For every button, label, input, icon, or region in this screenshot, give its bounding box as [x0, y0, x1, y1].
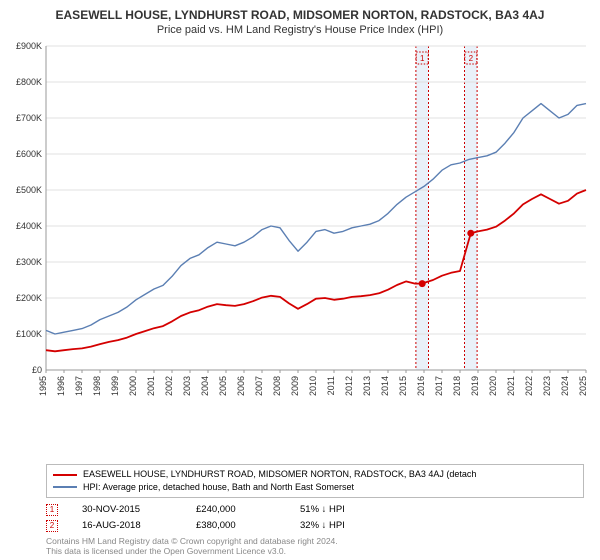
svg-text:1997: 1997 — [74, 376, 84, 396]
svg-text:2020: 2020 — [488, 376, 498, 396]
sale-marker: 1 — [46, 504, 58, 516]
copyright-line1: Contains HM Land Registry data © Crown c… — [46, 536, 584, 546]
svg-text:2010: 2010 — [308, 376, 318, 396]
legend-label: HPI: Average price, detached house, Bath… — [83, 481, 354, 494]
sale-marker: 2 — [46, 520, 58, 532]
svg-text:£100K: £100K — [16, 329, 42, 339]
svg-text:2003: 2003 — [182, 376, 192, 396]
svg-text:2023: 2023 — [542, 376, 552, 396]
chart-title: EASEWELL HOUSE, LYNDHURST ROAD, MIDSOMER… — [6, 8, 594, 22]
sale-row: 2 16-AUG-2018 £380,000 32% ↓ HPI — [46, 518, 584, 534]
svg-text:2015: 2015 — [398, 376, 408, 396]
svg-text:2017: 2017 — [434, 376, 444, 396]
svg-text:1998: 1998 — [92, 376, 102, 396]
svg-text:£200K: £200K — [16, 293, 42, 303]
svg-text:2009: 2009 — [290, 376, 300, 396]
svg-text:2001: 2001 — [146, 376, 156, 396]
svg-text:£700K: £700K — [16, 113, 42, 123]
svg-text:2011: 2011 — [326, 376, 336, 395]
legend-swatch — [53, 486, 77, 488]
svg-text:£600K: £600K — [16, 149, 42, 159]
svg-text:2024: 2024 — [560, 376, 570, 396]
svg-text:2022: 2022 — [524, 376, 534, 396]
svg-text:£500K: £500K — [16, 185, 42, 195]
legend-label: EASEWELL HOUSE, LYNDHURST ROAD, MIDSOMER… — [83, 468, 476, 481]
svg-text:2006: 2006 — [236, 376, 246, 396]
svg-text:1: 1 — [420, 54, 425, 63]
copyright-line2: This data is licensed under the Open Gov… — [46, 546, 584, 556]
legend-swatch — [53, 474, 77, 476]
legend-item: HPI: Average price, detached house, Bath… — [53, 481, 577, 494]
svg-text:£400K: £400K — [16, 221, 42, 231]
sale-date: 16-AUG-2018 — [82, 520, 172, 531]
svg-text:2007: 2007 — [254, 376, 264, 396]
copyright: Contains HM Land Registry data © Crown c… — [46, 536, 584, 556]
chart-area: 1 2 £0 £100K £200K £300K £400K £500K £600K £700K £… — [6, 40, 594, 460]
chart-subtitle: Price paid vs. HM Land Registry's House … — [6, 24, 594, 36]
svg-text:2008: 2008 — [272, 376, 282, 396]
svg-text:2012: 2012 — [344, 376, 354, 396]
sale-price: £240,000 — [196, 504, 276, 515]
svg-text:£0: £0 — [32, 365, 42, 375]
svg-text:2016: 2016 — [416, 376, 426, 396]
sales-table: 1 30-NOV-2015 £240,000 51% ↓ HPI 2 16-AUG-201… — [46, 502, 584, 534]
sale-row: 1 30-NOV-2015 £240,000 51% ↓ HPI — [46, 502, 584, 518]
sale-pct: 51% ↓ HPI — [300, 504, 370, 515]
svg-text:1999: 1999 — [110, 376, 120, 396]
line-chart: 1 2 £0 £100K £200K £300K £400K £500K £600K £700K £… — [6, 40, 594, 400]
svg-text:£800K: £800K — [16, 77, 42, 87]
legend: EASEWELL HOUSE, LYNDHURST ROAD, MIDSOMER… — [46, 464, 584, 497]
sale-price: £380,000 — [196, 520, 276, 531]
svg-text:2025: 2025 — [578, 376, 588, 396]
svg-text:2018: 2018 — [452, 376, 462, 396]
svg-text:2005: 2005 — [218, 376, 228, 396]
svg-text:2014: 2014 — [380, 376, 390, 396]
sale-date: 30-NOV-2015 — [82, 504, 172, 515]
svg-text:2021: 2021 — [506, 376, 516, 396]
svg-text:£900K: £900K — [16, 41, 42, 51]
svg-text:2000: 2000 — [128, 376, 138, 396]
sale-pct: 32% ↓ HPI — [300, 520, 370, 531]
legend-item: EASEWELL HOUSE, LYNDHURST ROAD, MIDSOMER… — [53, 468, 577, 481]
svg-text:£300K: £300K — [16, 257, 42, 267]
svg-text:2002: 2002 — [164, 376, 174, 396]
svg-text:1995: 1995 — [38, 376, 48, 396]
svg-text:2013: 2013 — [362, 376, 372, 396]
svg-text:2: 2 — [469, 54, 474, 63]
svg-text:1996: 1996 — [56, 376, 66, 396]
svg-text:2019: 2019 — [470, 376, 480, 396]
svg-text:2004: 2004 — [200, 376, 210, 396]
